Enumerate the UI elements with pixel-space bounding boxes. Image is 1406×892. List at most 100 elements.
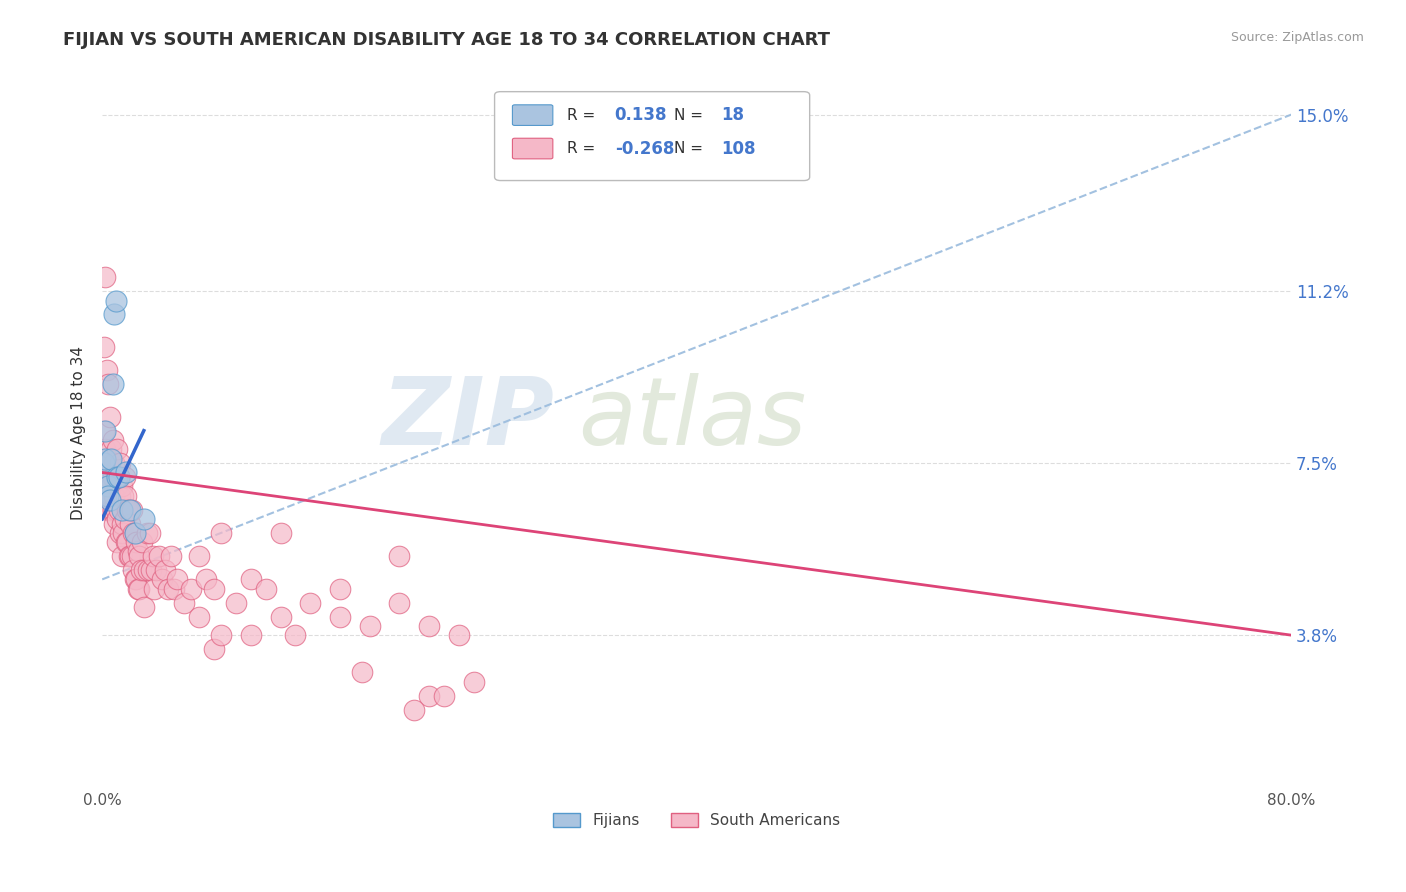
Point	[132, 600, 155, 615]
Point	[124, 525, 146, 540]
Point	[97, 377, 120, 392]
Point	[127, 582, 149, 596]
Point	[93, 456, 115, 470]
Point	[121, 502, 143, 516]
Point	[156, 582, 179, 596]
Point	[124, 525, 146, 540]
Point	[128, 582, 150, 596]
Point	[114, 470, 136, 484]
Point	[225, 596, 247, 610]
Point	[118, 502, 141, 516]
Point	[122, 525, 145, 540]
Point	[148, 549, 170, 563]
Point	[254, 582, 277, 596]
Point	[96, 489, 118, 503]
Point	[239, 573, 262, 587]
Point	[97, 489, 120, 503]
Point	[162, 582, 184, 596]
Point	[463, 674, 485, 689]
Point	[111, 489, 134, 503]
Point	[101, 433, 124, 447]
Text: 108: 108	[721, 139, 756, 158]
Point	[187, 549, 209, 563]
Point	[329, 582, 352, 596]
Point	[132, 563, 155, 577]
Point	[94, 470, 117, 484]
Point	[239, 628, 262, 642]
Point	[101, 377, 124, 392]
Point	[101, 502, 124, 516]
Point	[107, 470, 129, 484]
Point	[103, 516, 125, 531]
Point	[94, 442, 117, 457]
Point	[270, 525, 292, 540]
Point	[103, 308, 125, 322]
Point	[94, 451, 117, 466]
Point	[98, 456, 121, 470]
Point	[153, 563, 176, 577]
Point	[117, 535, 139, 549]
Point	[352, 665, 374, 680]
Point	[100, 479, 122, 493]
Point	[284, 628, 307, 642]
Point	[136, 563, 159, 577]
Point	[96, 363, 118, 377]
Text: atlas: atlas	[578, 373, 806, 464]
Point	[124, 573, 146, 587]
Point	[108, 489, 131, 503]
Point	[120, 549, 142, 563]
Point	[132, 512, 155, 526]
Point	[110, 502, 132, 516]
Point	[96, 456, 118, 470]
Point	[104, 293, 127, 308]
Point	[100, 502, 122, 516]
Point	[110, 479, 132, 493]
Point	[180, 582, 202, 596]
Point	[299, 596, 322, 610]
Point	[142, 549, 165, 563]
Point	[93, 424, 115, 438]
Point	[98, 493, 121, 508]
Point	[94, 270, 117, 285]
Text: 18: 18	[721, 106, 745, 124]
Point	[108, 525, 131, 540]
Text: R =: R =	[567, 141, 600, 156]
Point	[139, 525, 162, 540]
Point	[108, 456, 131, 470]
Point	[209, 628, 232, 642]
Point	[110, 516, 132, 531]
Point	[100, 451, 122, 466]
Point	[107, 502, 129, 516]
FancyBboxPatch shape	[512, 138, 553, 159]
Point	[100, 442, 122, 457]
Point	[447, 628, 470, 642]
Point	[359, 619, 381, 633]
Point	[105, 535, 128, 549]
Point	[125, 535, 148, 549]
Point	[105, 479, 128, 493]
Point	[104, 470, 127, 484]
Point	[173, 596, 195, 610]
Point	[195, 573, 218, 587]
Text: 0.138: 0.138	[614, 106, 668, 124]
Point	[135, 525, 157, 540]
Point	[104, 502, 127, 516]
Point	[117, 502, 139, 516]
FancyBboxPatch shape	[495, 92, 810, 180]
Point	[118, 549, 141, 563]
Y-axis label: Disability Age 18 to 34: Disability Age 18 to 34	[72, 346, 86, 520]
Point	[127, 544, 149, 558]
Point	[128, 549, 150, 563]
Point	[111, 525, 134, 540]
Point	[166, 573, 188, 587]
Point	[97, 479, 120, 493]
Point	[115, 489, 138, 503]
Text: N =: N =	[673, 108, 709, 122]
Point	[115, 535, 138, 549]
Point	[93, 340, 115, 354]
Point	[105, 442, 128, 457]
Text: Source: ZipAtlas.com: Source: ZipAtlas.com	[1230, 31, 1364, 45]
Point	[404, 702, 426, 716]
Point	[94, 424, 117, 438]
Point	[418, 619, 440, 633]
